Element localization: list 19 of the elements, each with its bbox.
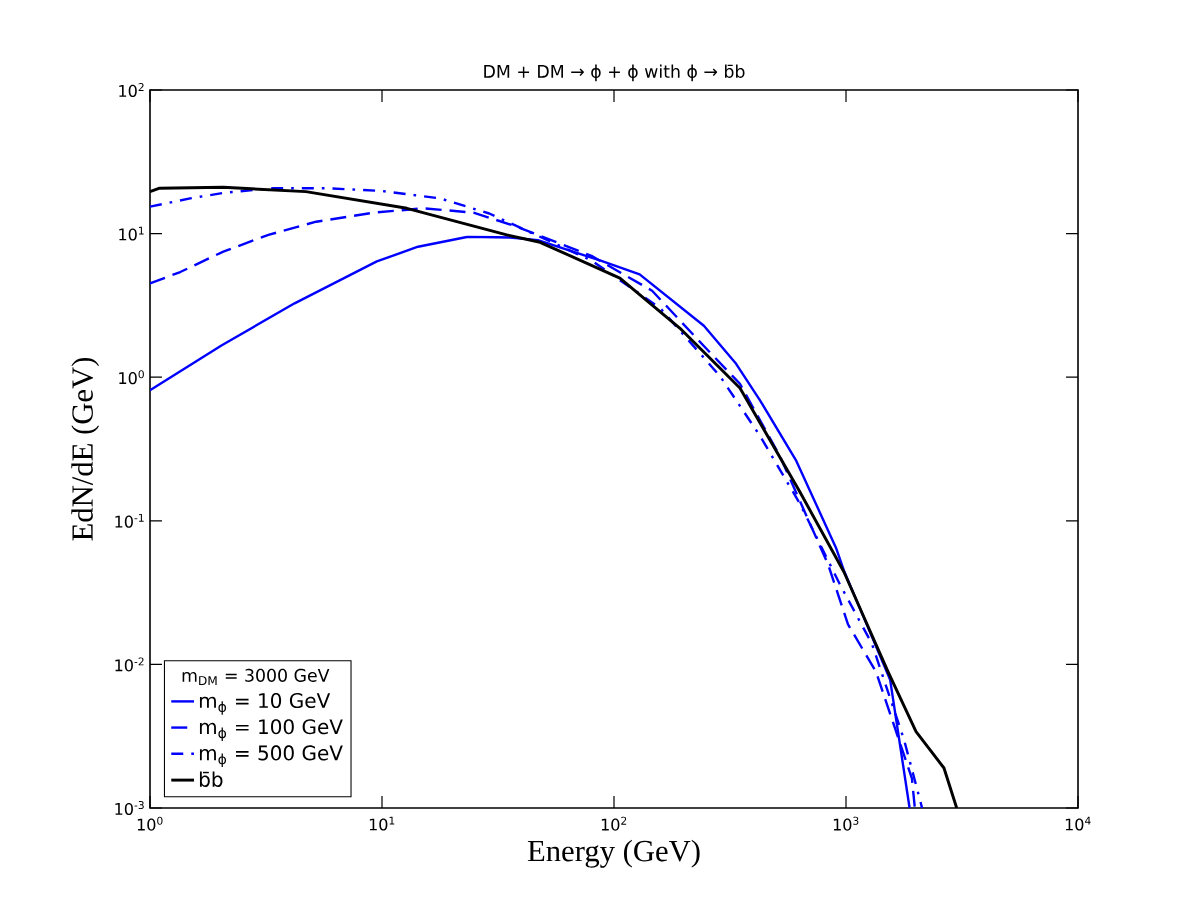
y-axis-title: EdN/dE (GeV) [71, 357, 100, 541]
x-tick-label: 10$^{1}$ [369, 816, 395, 831]
y-tick-label: 10$^{0}$ [119, 370, 144, 385]
chart-title: DM + DM → ϕ + ϕ with ϕ → b̄b [484, 64, 745, 82]
x-axis-title: Energy (GeV) [527, 839, 700, 868]
legend-title: m$_{DM}$ = 3000 GeV [182, 668, 330, 685]
y-tick-label: 10$^{-2}$ [115, 657, 144, 672]
y-tick-label: 10$^{1}$ [119, 226, 144, 241]
x-tick-label: 10$^{0}$ [137, 816, 163, 831]
legend-label: m$_{ϕ}$ = 100 GeV [199, 719, 343, 741]
legend-label: m$_{ϕ}$ = 500 GeV [199, 745, 343, 768]
legend-label: b̄b [199, 771, 223, 787]
x-tick-label: 10$^{4}$ [1065, 816, 1091, 831]
y-tick-label: 10$^{-3}$ [115, 801, 144, 815]
y-tick-label: 10$^{-1}$ [115, 513, 144, 528]
x-tick-label: 10$^{2}$ [601, 816, 627, 831]
y-tick-label: 10$^{2}$ [119, 83, 144, 97]
x-tick-label: 10$^{3}$ [833, 816, 859, 831]
legend-label: m$_{ϕ}$ = 10 GeV [199, 692, 331, 715]
